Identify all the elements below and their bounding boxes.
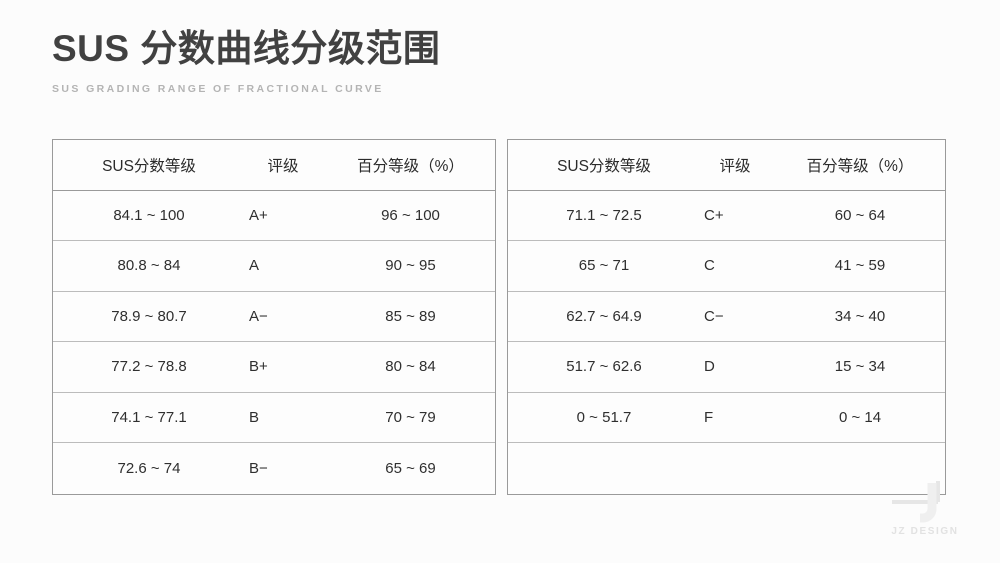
cell-percentile: 90 ~ 95 [385, 257, 436, 275]
cell-percentile: 96 ~ 100 [381, 206, 440, 224]
table-row: 62.7 ~ 64.9 C− 34 ~ 40 [508, 292, 945, 342]
table-row: 71.1 ~ 72.5 C+ 60 ~ 64 [508, 191, 945, 241]
cell-percentile: 85 ~ 89 [385, 307, 436, 325]
column-header-grade: 评级 [719, 157, 751, 175]
table-row: 0 ~ 51.7 F 0 ~ 14 [508, 393, 945, 443]
cell-grade: B− [249, 459, 268, 477]
cell-score: 72.6 ~ 74 [117, 459, 181, 477]
table-header-row: SUS分数等级 评级 百分等级（%） [53, 140, 495, 191]
cell-score: 78.9 ~ 80.7 [111, 307, 187, 325]
cell-score: 62.7 ~ 64.9 [566, 307, 642, 325]
cell-percentile: 41 ~ 59 [834, 257, 886, 275]
table-row: 65 ~ 71 C 41 ~ 59 [508, 241, 945, 292]
cell-score: 80.8 ~ 84 [117, 257, 181, 275]
cell-percentile: 34 ~ 40 [834, 307, 886, 325]
column-header-percentile: 百分等级（%） [357, 157, 464, 175]
watermark-text: JZ DESIGN [891, 526, 959, 537]
cell-score: 84.1 ~ 100 [113, 206, 185, 224]
cell-percentile: 15 ~ 34 [834, 358, 886, 376]
cell-grade: C− [704, 307, 724, 325]
table-row: 84.1 ~ 100 A+ 96 ~ 100 [53, 191, 495, 241]
table-header-row: SUS分数等级 评级 百分等级（%） [508, 140, 945, 191]
table-row: 77.2 ~ 78.8 B+ 80 ~ 84 [53, 342, 495, 393]
cell-grade: A− [249, 307, 268, 325]
cell-score: 71.1 ~ 72.5 [566, 206, 642, 224]
cell-grade: A [249, 257, 260, 275]
grading-table-right: SUS分数等级 评级 百分等级（%） 71.1 ~ 72.5 C+ 60 ~ 6… [507, 139, 946, 495]
page-subtitle: SUS GRADING RANGE OF FRACTIONAL CURVE [52, 82, 384, 95]
jz-monogram-icon [872, 481, 978, 523]
cell-score: 77.2 ~ 78.8 [111, 358, 187, 376]
table-row: 72.6 ~ 74 B− 65 ~ 69 [53, 443, 495, 494]
watermark: JZ DESIGN [872, 481, 978, 537]
column-header-score: SUS分数等级 [557, 157, 651, 175]
cell-grade: B [249, 408, 260, 426]
cell-percentile: 0 ~ 14 [838, 408, 882, 426]
page-title: SUS 分数曲线分级范围 [52, 28, 441, 69]
cell-score: 74.1 ~ 77.1 [111, 408, 187, 426]
grading-tables: SUS分数等级 评级 百分等级（%） 84.1 ~ 100 A+ 96 ~ 10… [52, 139, 946, 495]
table-row: 51.7 ~ 62.6 D 15 ~ 34 [508, 342, 945, 393]
table-row: 78.9 ~ 80.7 A− 85 ~ 89 [53, 292, 495, 342]
table-row: 74.1 ~ 77.1 B 70 ~ 79 [53, 393, 495, 443]
column-header-grade: 评级 [267, 157, 299, 175]
column-header-percentile: 百分等级（%） [806, 157, 914, 175]
cell-percentile: 70 ~ 79 [385, 408, 436, 426]
cell-score: 51.7 ~ 62.6 [566, 358, 642, 376]
grading-table-left: SUS分数等级 评级 百分等级（%） 84.1 ~ 100 A+ 96 ~ 10… [52, 139, 496, 495]
cell-grade: F [704, 408, 714, 426]
cell-grade: D [704, 358, 715, 376]
cell-grade: C [704, 257, 715, 275]
cell-percentile: 60 ~ 64 [834, 206, 886, 224]
cell-grade: A+ [249, 206, 268, 224]
table-row: 80.8 ~ 84 A 90 ~ 95 [53, 241, 495, 292]
cell-percentile: 80 ~ 84 [385, 358, 436, 376]
page-header: SUS 分数曲线分级范围 SUS GRADING RANGE OF FRACTI… [52, 28, 652, 95]
column-header-score: SUS分数等级 [102, 157, 196, 175]
cell-percentile: 65 ~ 69 [385, 459, 436, 477]
cell-grade: B+ [249, 358, 268, 376]
cell-grade: C+ [704, 206, 724, 224]
cell-score: 65 ~ 71 [578, 257, 630, 275]
cell-score: 0 ~ 51.7 [576, 408, 632, 426]
